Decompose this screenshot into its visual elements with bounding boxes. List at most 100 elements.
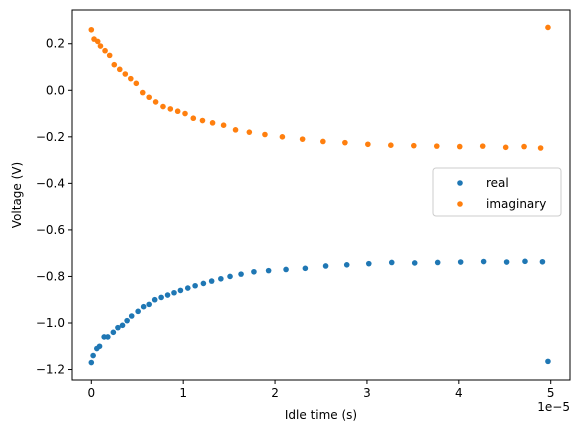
data-point-real (88, 359, 95, 366)
data-point-imaginary (365, 141, 371, 148)
plot-frame (71, 9, 571, 381)
data-point-real (522, 258, 528, 265)
data-point-imaginary (88, 26, 95, 33)
y-tick-label: 0.2 (46, 37, 65, 51)
data-point-imaginary (128, 75, 134, 82)
data-point-imaginary (146, 94, 152, 101)
data-point-imaginary (537, 145, 544, 151)
y-tick-label: −0.4 (36, 176, 65, 190)
data-point-imaginary (152, 99, 159, 105)
data-point-real (283, 266, 289, 273)
data-point-real (115, 324, 121, 331)
data-point-imaginary (167, 106, 174, 112)
data-point-imaginary (190, 115, 197, 122)
data-point-real (158, 294, 164, 301)
data-point-real (110, 329, 117, 336)
data-point-real (105, 334, 111, 340)
x-tick-label: 0 (87, 386, 95, 400)
data-point-imaginary (160, 103, 166, 110)
data-point-real (146, 301, 152, 308)
data-point-imaginary (106, 52, 113, 59)
data-point-real (90, 352, 96, 359)
data-point-imaginary (139, 89, 146, 96)
data-point-real (171, 289, 177, 296)
data-point-imaginary (209, 120, 216, 126)
data-point-imaginary (97, 43, 104, 49)
data-point-real (388, 259, 395, 266)
data-point-real (434, 259, 441, 266)
data-point-real (208, 278, 215, 284)
data-point-real (322, 263, 329, 269)
y-tick-label: −1.0 (36, 316, 65, 330)
legend-label-real: real (486, 176, 509, 190)
data-point-imaginary (320, 138, 326, 145)
data-point-imaginary (111, 61, 118, 68)
data-point-real (238, 271, 244, 277)
data-point-real (96, 343, 103, 350)
data-point-imaginary (433, 143, 440, 149)
data-point-real (128, 313, 135, 319)
x-axis-label: Idle time (s) (285, 408, 357, 422)
data-point-imaginary (521, 143, 527, 150)
data-point-imaginary (133, 80, 140, 87)
y-tick-label: −1.2 (36, 363, 65, 377)
data-point-imaginary (94, 38, 101, 45)
legend-marker-real (457, 180, 463, 186)
data-point-imaginary (388, 142, 394, 148)
legend: real imaginary (432, 167, 562, 217)
data-point-imaginary (299, 136, 306, 142)
data-point-real (343, 262, 350, 268)
data-point-real (164, 292, 171, 298)
y-tick-label: −0.8 (36, 269, 65, 283)
data-point-imaginary (174, 108, 181, 115)
data-point-real (192, 282, 198, 289)
data-point-real (365, 260, 372, 267)
data-point-real (200, 280, 207, 287)
data-point-imaginary (262, 131, 268, 138)
legend-label-imaginary: imaginary (486, 197, 546, 211)
x-tick-label: 4 (455, 386, 463, 400)
data-point-real (265, 267, 272, 274)
x-tick-label: 3 (363, 386, 371, 400)
data-point-real (184, 285, 191, 291)
data-point-real (251, 268, 257, 275)
y-tick-label: −0.6 (36, 223, 65, 237)
data-point-real (124, 317, 130, 324)
data-point-real (457, 259, 464, 265)
data-point-real (480, 258, 487, 265)
data-point-imaginary (279, 134, 286, 140)
data-point-real (151, 296, 158, 303)
data-point-imaginary (102, 47, 108, 54)
data-point-imaginary (246, 129, 253, 135)
legend-marker-imaginary (457, 201, 463, 207)
data-point-imaginary (220, 122, 227, 128)
legend-frame (432, 167, 562, 217)
data-point-imaginary (199, 117, 206, 124)
data-point-imaginary (545, 24, 551, 31)
data-point-imaginary (342, 139, 348, 146)
x-tick-label: 2 (271, 386, 279, 400)
data-point-imaginary (456, 143, 463, 150)
data-point-imaginary (116, 66, 123, 73)
points-layer (88, 24, 551, 366)
data-point-imaginary (232, 127, 239, 133)
data-point-real (545, 358, 551, 365)
data-point-real (539, 258, 546, 265)
data-point-real (135, 308, 141, 315)
data-point-real (503, 259, 510, 265)
ticks-layer: 0 1 2 3 4 5 0.2 0.0 −0.2 −0.4 −0.6 −0.8 −1.0 −1.2 (36, 37, 555, 400)
data-point-real (302, 265, 309, 272)
x-tick-label: 1 (179, 386, 187, 400)
data-point-imaginary (122, 71, 129, 77)
x-offset-label: 1e−5 (537, 400, 570, 414)
y-axis-label: Voltage (V) (10, 162, 24, 228)
data-point-imaginary (411, 142, 417, 149)
data-point-imaginary (182, 110, 188, 117)
y-tick-label: 0.0 (46, 83, 65, 97)
data-point-real (119, 322, 126, 329)
data-point-real (411, 260, 418, 266)
y-tick-label: −0.2 (36, 130, 65, 144)
data-point-imaginary (479, 143, 486, 149)
